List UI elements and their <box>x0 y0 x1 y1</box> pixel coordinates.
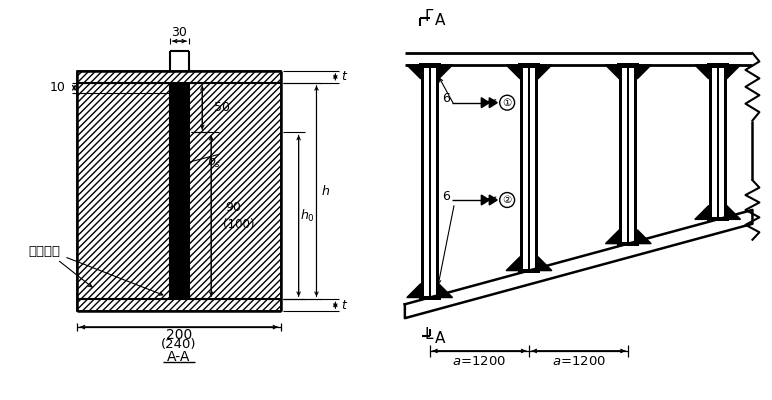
Bar <box>635 65 637 244</box>
Bar <box>418 296 441 300</box>
Text: 刨平抵紧: 刨平抵紧 <box>29 245 60 258</box>
Bar <box>170 83 189 299</box>
Bar <box>716 65 719 219</box>
Text: 6: 6 <box>442 92 449 105</box>
Text: $a$=1200: $a$=1200 <box>452 355 506 368</box>
Text: $h_0$: $h_0$ <box>300 208 315 224</box>
Text: A: A <box>435 330 445 346</box>
Polygon shape <box>506 65 520 79</box>
Text: A-A: A-A <box>168 350 191 364</box>
Text: 30: 30 <box>171 26 188 39</box>
Bar <box>618 63 639 68</box>
Polygon shape <box>637 230 651 244</box>
Bar <box>77 83 170 299</box>
Bar <box>421 65 424 298</box>
Polygon shape <box>506 257 520 270</box>
Text: 50: 50 <box>214 101 230 114</box>
Polygon shape <box>489 195 497 205</box>
Polygon shape <box>538 65 552 79</box>
Bar <box>189 83 281 299</box>
Bar <box>428 65 431 298</box>
Polygon shape <box>438 284 452 298</box>
Bar <box>535 65 538 270</box>
Polygon shape <box>695 65 709 79</box>
Bar <box>77 299 281 311</box>
Polygon shape <box>605 65 619 79</box>
Polygon shape <box>538 257 552 270</box>
Text: $t$: $t$ <box>340 70 348 83</box>
Bar <box>405 53 753 65</box>
Polygon shape <box>438 65 452 79</box>
Text: 6: 6 <box>442 190 449 202</box>
Polygon shape <box>407 284 421 298</box>
Polygon shape <box>637 65 651 79</box>
Bar <box>518 268 540 272</box>
Text: A: A <box>435 13 445 28</box>
Bar <box>435 65 438 298</box>
Polygon shape <box>726 206 740 219</box>
Bar <box>706 217 729 221</box>
Bar <box>619 65 622 244</box>
Text: (100): (100) <box>223 218 255 231</box>
Bar <box>528 65 530 270</box>
Text: $a$=1200: $a$=1200 <box>552 355 606 368</box>
Polygon shape <box>405 210 753 318</box>
Polygon shape <box>407 65 421 79</box>
Polygon shape <box>605 230 619 244</box>
Text: L: L <box>425 326 433 342</box>
Polygon shape <box>489 98 497 108</box>
Polygon shape <box>695 206 709 219</box>
Text: Γ: Γ <box>425 9 433 24</box>
Text: 200: 200 <box>166 328 192 342</box>
Text: 90: 90 <box>225 202 241 214</box>
Text: $t$: $t$ <box>340 299 348 312</box>
Polygon shape <box>481 98 489 108</box>
Bar <box>706 63 729 68</box>
Text: ①: ① <box>503 98 512 108</box>
Bar <box>77 71 281 83</box>
Bar <box>723 65 726 219</box>
Bar <box>518 63 540 68</box>
Polygon shape <box>481 195 489 205</box>
Bar <box>709 65 712 219</box>
Text: (240): (240) <box>161 338 197 352</box>
Text: ②: ② <box>503 195 512 205</box>
Text: $b_s$: $b_s$ <box>207 154 222 170</box>
Bar <box>520 65 523 270</box>
Text: 10: 10 <box>49 81 66 94</box>
Bar <box>418 63 441 68</box>
Polygon shape <box>726 65 740 79</box>
Bar <box>618 242 639 246</box>
Text: $h$: $h$ <box>321 184 330 198</box>
Bar <box>628 65 629 244</box>
